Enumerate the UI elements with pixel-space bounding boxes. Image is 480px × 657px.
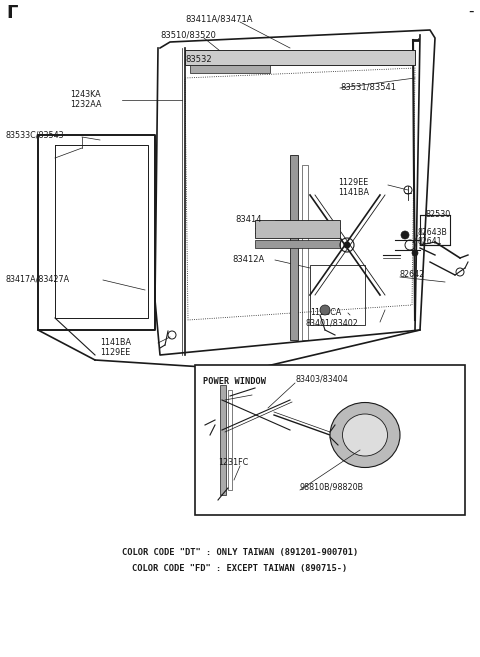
Text: -: - bbox=[468, 4, 474, 19]
Ellipse shape bbox=[330, 403, 400, 468]
Circle shape bbox=[412, 250, 418, 256]
Bar bbox=[228, 390, 232, 490]
Bar bbox=[185, 50, 415, 65]
Text: 1129EE: 1129EE bbox=[338, 178, 368, 187]
Bar bbox=[220, 385, 226, 495]
Circle shape bbox=[246, 401, 274, 429]
Text: 82643B: 82643B bbox=[418, 228, 448, 237]
Text: 83510/83520: 83510/83520 bbox=[160, 30, 216, 39]
Bar bbox=[420, 215, 450, 245]
Circle shape bbox=[401, 231, 409, 239]
Text: 1128CA: 1128CA bbox=[310, 308, 341, 317]
Ellipse shape bbox=[343, 414, 387, 456]
Text: 83414: 83414 bbox=[235, 215, 262, 224]
Circle shape bbox=[353, 423, 377, 447]
Text: COLOR CODE "FD" : EXCEPT TAIWAN (890715-): COLOR CODE "FD" : EXCEPT TAIWAN (890715-… bbox=[132, 564, 348, 573]
Text: 83532: 83532 bbox=[185, 55, 212, 64]
Text: 82642: 82642 bbox=[400, 270, 425, 279]
Bar bbox=[185, 50, 415, 65]
Text: 83531/83541: 83531/83541 bbox=[340, 82, 396, 91]
Text: 83417A/83427A: 83417A/83427A bbox=[5, 275, 69, 284]
Text: 1232AA: 1232AA bbox=[70, 100, 101, 109]
Text: 1141BA: 1141BA bbox=[338, 188, 369, 197]
Text: 83401/83402: 83401/83402 bbox=[305, 318, 358, 327]
Bar bbox=[310, 265, 365, 325]
Bar bbox=[255, 220, 340, 238]
Bar bbox=[302, 165, 308, 340]
Text: 83403/83404: 83403/83404 bbox=[295, 375, 348, 384]
Text: POWER WINDOW: POWER WINDOW bbox=[203, 377, 266, 386]
Text: 1129EE: 1129EE bbox=[100, 348, 130, 357]
Circle shape bbox=[252, 407, 268, 423]
Bar bbox=[255, 240, 340, 248]
Text: 1141BA: 1141BA bbox=[100, 338, 131, 347]
Text: 82641: 82641 bbox=[418, 237, 443, 246]
Text: COLOR CODE "DT" : ONLY TAIWAN (891201-900701): COLOR CODE "DT" : ONLY TAIWAN (891201-90… bbox=[122, 548, 358, 557]
Circle shape bbox=[360, 430, 370, 440]
Circle shape bbox=[344, 242, 350, 248]
Circle shape bbox=[257, 412, 263, 418]
Text: 98810B/98820B: 98810B/98820B bbox=[300, 483, 364, 492]
Bar bbox=[290, 155, 298, 340]
Bar bbox=[195, 365, 465, 515]
Text: 1243KA: 1243KA bbox=[70, 90, 101, 99]
Text: 1231FC: 1231FC bbox=[218, 458, 248, 467]
Text: 83533C/83543: 83533C/83543 bbox=[5, 130, 64, 139]
Bar bbox=[190, 65, 270, 73]
Text: Γ: Γ bbox=[6, 4, 17, 22]
Text: 83411A/83471A: 83411A/83471A bbox=[185, 14, 252, 23]
Circle shape bbox=[222, 482, 234, 494]
Circle shape bbox=[320, 305, 330, 315]
Text: 82530: 82530 bbox=[425, 210, 450, 219]
Text: 83412A: 83412A bbox=[232, 255, 264, 264]
